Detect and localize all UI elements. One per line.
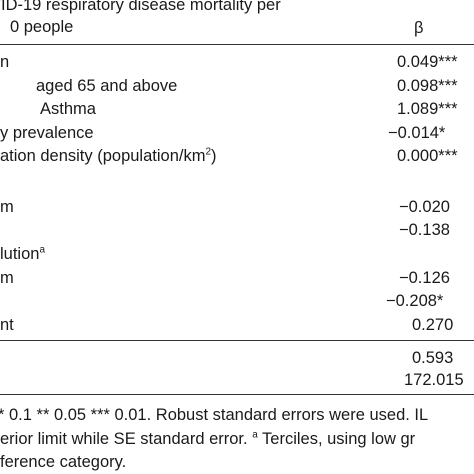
stats-row: 0.593 [0, 347, 474, 369]
row-label: nt [0, 316, 14, 334]
row-label: aged 65 and above [36, 77, 178, 95]
row-value: −0.014* [388, 124, 446, 142]
title-line-1: VID-19 respiratory disease mortality per [0, 0, 281, 14]
row-value: 0.049*** [397, 53, 458, 71]
row-value: 1.089*** [397, 100, 458, 118]
table-row [0, 169, 474, 191]
footer-rule [0, 394, 474, 395]
footnote-line-2: erior limit while SE standard error. a T… [0, 428, 415, 450]
header-rule [0, 44, 474, 45]
row-value: −0.208* [386, 292, 444, 310]
title-line-2: 0 people [10, 18, 74, 36]
stats-value: 172.015 [404, 371, 464, 389]
stats-value: 0.593 [412, 349, 454, 367]
row-value: 0.098*** [397, 77, 458, 95]
footnote-text-cont: Terciles, using low gr [257, 430, 416, 448]
stats-row: 172.015 [0, 369, 474, 391]
table-row: −0.208* [0, 290, 474, 312]
row-value: −0.126 [399, 269, 450, 287]
row-value: −0.020 [399, 198, 450, 216]
row-label: m [0, 269, 14, 287]
row-label: y prevalence [0, 124, 94, 142]
table-row: ation density (population/km2) 0.000*** [0, 145, 474, 167]
footnote-line-1: * 0.1 ** 0.05 *** 0.01. Robust standard … [0, 406, 429, 424]
stats-rule [0, 340, 474, 341]
row-label-superscript: a [39, 244, 46, 256]
table-row: m −0.126 [0, 267, 474, 289]
table-row: m −0.020 [0, 196, 474, 218]
row-label: lutiona [0, 243, 45, 265]
row-label-text: ation density (population/km [0, 147, 206, 165]
beta-column-header: β [414, 19, 424, 37]
table-row: lutiona [0, 243, 474, 265]
table-row: y prevalence −0.014* [0, 122, 474, 144]
table-row: −0.138 [0, 219, 474, 241]
row-value: 0.000*** [397, 147, 458, 165]
row-label: ation density (population/km2) [0, 145, 217, 167]
row-label-text: lution [0, 245, 40, 263]
row-value: 0.270 [412, 316, 454, 334]
table-row: Asthma 1.089*** [0, 98, 474, 120]
row-label: n [0, 53, 10, 71]
footnote-line-3: ference category. [0, 453, 127, 471]
footnote-superscript: a [252, 429, 258, 441]
row-value: −0.138 [399, 221, 450, 239]
row-label: m [0, 198, 14, 216]
table-row: n 0.049*** [0, 51, 474, 73]
footnote-text: erior limit while SE standard error. [0, 430, 253, 448]
row-label-superscript: 2 [205, 146, 212, 158]
row-label: Asthma [40, 100, 96, 118]
row-label-close: ) [211, 147, 217, 165]
table-row: nt 0.270 [0, 314, 474, 336]
table-row: aged 65 and above 0.098*** [0, 75, 474, 97]
